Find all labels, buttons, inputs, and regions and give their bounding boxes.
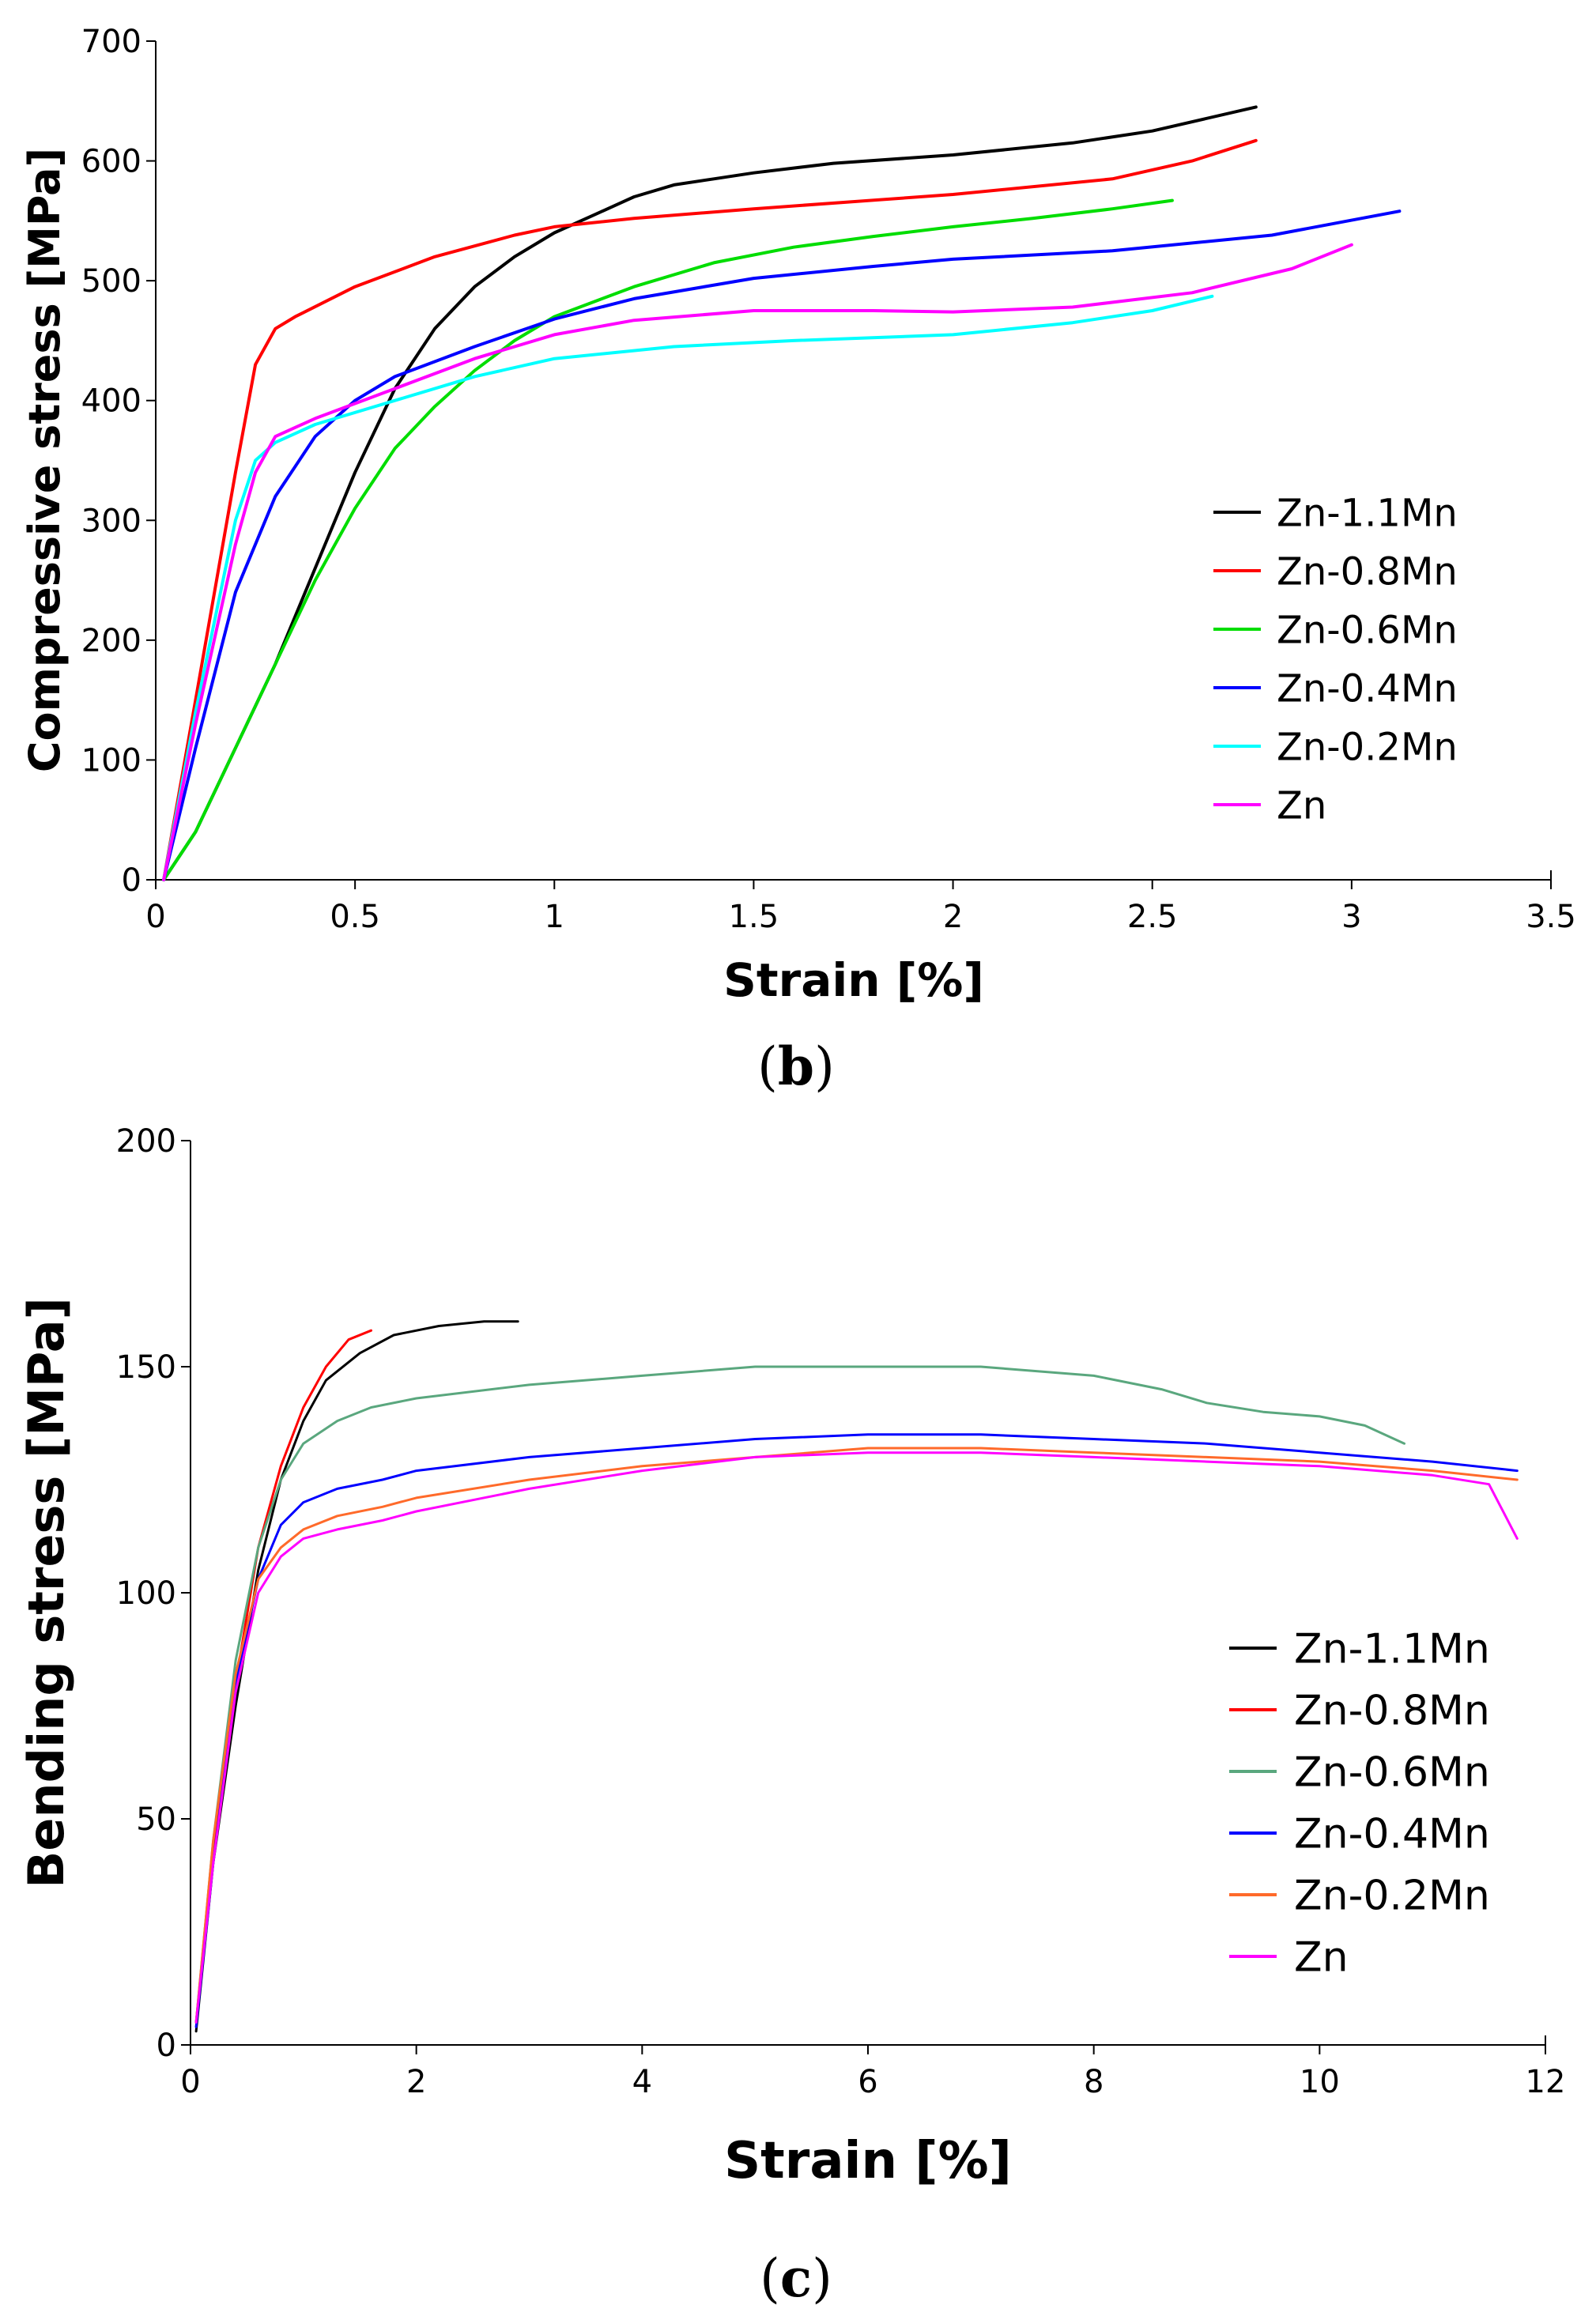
series-line-zn-1-1mn — [162, 105, 1258, 881]
legend-label: Zn-0.6Mn — [1294, 1749, 1490, 1797]
series-line-zn-0-4mn — [162, 209, 1402, 881]
x-tick-label: 12 — [1526, 2064, 1566, 2100]
panel-caption: (b) — [757, 1036, 835, 1097]
x-tick-label: 1.5 — [729, 899, 779, 935]
x-tick-label: 2.5 — [1127, 899, 1178, 935]
panel-b-compressive-chart: 0 100 200 300 400 500 600 700 0 0.5 1 1.5 2 2.5 3 3.5 St… — [20, 24, 1576, 1097]
y-tick-label: 150 — [116, 1349, 176, 1386]
legend-label: Zn-0.2Mn — [1277, 725, 1458, 769]
y-tick-label: 600 — [81, 144, 141, 180]
legend-label: Zn-0.4Mn — [1277, 666, 1458, 711]
series-line-zn — [162, 243, 1353, 881]
legend: Zn-1.1Mn Zn-0.8Mn Zn-0.6Mn Zn-0.4Mn Zn-0.2Mn… — [1229, 1626, 1490, 1982]
x-tick-label: 0 — [145, 899, 165, 935]
series-line-zn-0-6mn — [194, 1365, 1405, 2024]
y-tick-label: 100 — [116, 1575, 176, 1612]
legend-label: Zn-0.8Mn — [1277, 549, 1458, 594]
y-tick-label: 50 — [136, 1801, 176, 1838]
y-axis-title: Compressive stress [MPa] — [20, 148, 70, 772]
caption-letter: b — [778, 1036, 814, 1097]
x-tick-label: 10 — [1300, 2064, 1340, 2100]
y-axis-title: Bending stress [MPa] — [17, 1297, 75, 1888]
caption-close: ) — [812, 2248, 832, 2309]
series-line-zn-0-8mn — [194, 1329, 372, 2024]
legend-label: Zn-1.1Mn — [1277, 491, 1458, 535]
series-line-zn-0-2mn — [194, 1447, 1519, 2024]
legend-label: Zn — [1294, 1934, 1349, 1982]
legend: Zn-1.1Mn Zn-0.8Mn Zn-0.6Mn Zn-0.4Mn Zn-0.2Mn… — [1213, 491, 1458, 828]
x-tick-label: 3 — [1341, 899, 1361, 935]
panel-caption: (c) — [760, 2247, 832, 2309]
series-line-zn-0-2mn — [162, 294, 1214, 881]
x-tick-label: 6 — [858, 2064, 877, 2100]
caption-close: ) — [814, 1036, 835, 1097]
caption-open: ( — [760, 2248, 780, 2309]
y-tick-label: 100 — [81, 742, 141, 779]
x-tick-label: 0.5 — [330, 899, 380, 935]
y-tick-label: 400 — [81, 383, 141, 420]
x-tick-label: 1 — [545, 899, 564, 935]
y-tick-label: 0 — [122, 862, 141, 899]
x-tick-label: 0 — [180, 2064, 200, 2100]
y-tick-label: 200 — [81, 623, 141, 659]
y-tick-label: 0 — [157, 2028, 176, 2064]
caption-letter: c — [780, 2247, 812, 2309]
legend-label: Zn-0.4Mn — [1294, 1811, 1490, 1858]
legend-label: Zn — [1277, 783, 1326, 828]
legend-label: Zn-0.8Mn — [1294, 1688, 1490, 1735]
panel-c-bending-chart: 0 50 100 150 200 0 2 4 6 8 10 12 Strain [%] Bending s… — [17, 1123, 1565, 2309]
x-tick-label: 3.5 — [1526, 899, 1576, 935]
y-tick-label: 300 — [81, 503, 141, 539]
x-tick-label: 4 — [632, 2064, 652, 2100]
y-tick-label: 700 — [81, 24, 141, 60]
legend-label: Zn-1.1Mn — [1294, 1626, 1490, 1673]
x-tick-label: 2 — [943, 899, 963, 935]
series-line-zn — [194, 1451, 1519, 2024]
legend-label: Zn-0.6Mn — [1277, 608, 1458, 652]
legend-label: Zn-0.2Mn — [1294, 1873, 1490, 1920]
caption-open: ( — [757, 1036, 778, 1097]
x-tick-label: 2 — [406, 2064, 426, 2100]
x-tick-label: 8 — [1084, 2064, 1104, 2100]
series-line-zn-1-1mn — [194, 1320, 519, 2033]
x-axis-title: Strain [%] — [724, 2132, 1012, 2190]
y-tick-label: 500 — [81, 263, 141, 300]
x-axis-title: Strain [%] — [723, 953, 984, 1007]
series-line-zn-0-6mn — [162, 198, 1174, 881]
series-line-zn-0-8mn — [162, 138, 1258, 881]
axes-frame — [155, 41, 1552, 881]
y-tick-label: 200 — [116, 1123, 176, 1160]
